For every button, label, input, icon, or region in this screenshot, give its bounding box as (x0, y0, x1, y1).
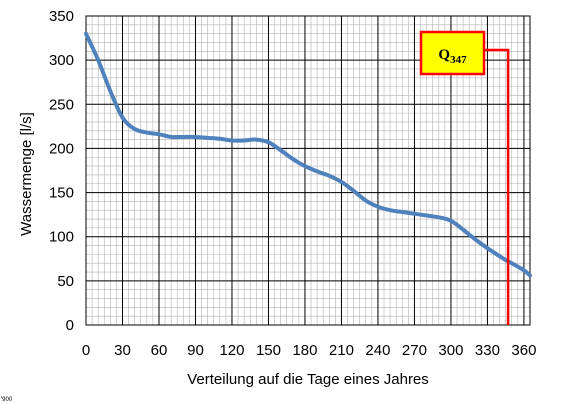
x-tick-label: 210 (329, 342, 354, 359)
y-tick-label: 300 (49, 52, 74, 69)
x-tick-label: 30 (114, 342, 131, 359)
footnote-text: '900 (1, 397, 13, 403)
y-tick-label: 0 (66, 317, 74, 334)
q347-label-box (419, 30, 486, 76)
x-tick-label: 240 (365, 342, 390, 359)
plot-area-border (85, 15, 531, 326)
x-axis-label: Verteilung auf die Tage eines Jahres (187, 371, 429, 388)
x-tick-label: 0 (82, 342, 90, 359)
x-tick-label: 180 (292, 342, 317, 359)
x-tick-label: 120 (219, 342, 244, 359)
y-tick-label: 50 (57, 273, 74, 290)
x-tick-label: 270 (402, 342, 427, 359)
y-tick-label: 350 (49, 8, 74, 25)
q347-label-sub: 347 (450, 54, 467, 66)
x-tick-label: 360 (511, 342, 536, 359)
y-tick-label: 250 (49, 96, 74, 113)
x-tick-label: 330 (475, 342, 500, 359)
q347-marker-line (484, 48, 510, 325)
x-axis-ticks: 0 30 60 90 120 150 180 210 240 270 300 330 360 (82, 342, 537, 359)
y-axis-label: Wassermenge [l/s] (18, 112, 35, 236)
series-line-flow (84, 31, 532, 278)
x-tick-label: 90 (187, 342, 204, 359)
y-tick-label: 150 (49, 185, 74, 202)
y-tick-label: 200 (49, 140, 74, 157)
q347-label-main: Q (438, 47, 450, 63)
x-tick-label: 300 (438, 342, 463, 359)
q347-annotation: Q347 (419, 30, 510, 325)
y-axis-ticks: 0 50 100 150 200 250 300 350 (49, 8, 74, 334)
x-tick-label: 150 (256, 342, 281, 359)
y-tick-label: 100 (49, 229, 74, 246)
x-tick-label: 60 (151, 342, 168, 359)
q347-label: Q347 (438, 47, 467, 66)
